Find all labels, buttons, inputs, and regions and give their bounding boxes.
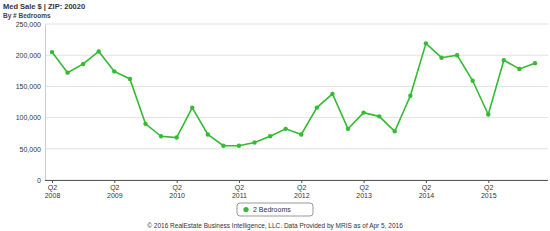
y-tick-label: 250,000 <box>16 21 41 28</box>
x-tick-mark <box>52 180 53 183</box>
x-tick-mark <box>239 180 240 183</box>
grid-line <box>45 180 548 181</box>
x-tick: Q22010 <box>169 180 185 199</box>
x-tick-label-part: 2015 <box>481 192 497 199</box>
line <box>52 43 535 145</box>
x-axis-line <box>45 180 548 181</box>
point <box>65 70 69 74</box>
x-tick-mark <box>364 180 365 183</box>
y-tick-label: 150,000 <box>16 83 41 90</box>
x-tick: Q22014 <box>419 180 435 199</box>
point <box>330 92 334 96</box>
plot-area <box>50 41 537 148</box>
point <box>81 62 85 66</box>
x-tick-label: Q22009 <box>107 184 123 199</box>
point <box>486 112 490 116</box>
grid-line <box>45 55 548 56</box>
x-tick: Q22015 <box>481 180 497 199</box>
y-tick: 100,000 <box>16 114 45 121</box>
x-tick-label-part: 2009 <box>107 192 123 199</box>
footer: © 2016 RealEstate Business Intelligence,… <box>147 222 403 230</box>
point <box>361 110 365 114</box>
x-tick-label-part: 2010 <box>169 192 185 199</box>
x-tick-mark <box>488 180 489 183</box>
y-axis: 0 50,000 100,000 150,000 200,000 250,000 <box>16 21 46 184</box>
x-tick-mark <box>426 180 427 183</box>
x-tick-label-part: 2012 <box>294 192 310 199</box>
y-tick: 0 <box>37 177 45 184</box>
point <box>206 132 210 136</box>
point <box>284 127 288 131</box>
point <box>50 50 54 54</box>
grid-line <box>45 148 548 149</box>
x-tick-label: Q22013 <box>356 184 372 199</box>
x-tick: Q22008 <box>45 180 61 199</box>
point <box>455 53 459 57</box>
grid-line <box>45 86 548 87</box>
x-tick: Q22009 <box>107 180 123 199</box>
point <box>346 127 350 131</box>
x-tick: Q22011 <box>232 180 247 199</box>
y-tick: 250,000 <box>16 21 45 28</box>
point <box>143 122 147 126</box>
point <box>159 134 163 138</box>
y-tick-label: 200,000 <box>16 52 41 59</box>
y-tick: 50,000 <box>20 146 45 153</box>
x-tick-mark <box>114 180 115 183</box>
point <box>97 49 101 53</box>
point <box>112 69 116 73</box>
point <box>174 135 178 139</box>
point <box>517 67 521 71</box>
x-axis: Q22008 Q22009 Q22010 Q22011 Q22012 Q22013 Q220… <box>45 180 548 199</box>
x-tick-mark <box>177 180 178 183</box>
point <box>439 55 443 59</box>
x-tick-label: Q22012 <box>294 184 310 199</box>
point <box>190 105 194 109</box>
point <box>502 58 506 62</box>
title: Med Sale $ | ZIP: 20020 <box>3 2 85 11</box>
x-tick-label-part: 2011 <box>232 192 247 199</box>
point <box>377 114 381 118</box>
legend: 2 Bedrooms <box>237 203 313 216</box>
x-tick-label-part: 2014 <box>419 192 435 199</box>
point <box>533 61 537 65</box>
x-tick-label-part: 2008 <box>45 192 61 199</box>
point <box>470 79 474 83</box>
point <box>299 132 303 136</box>
x-tick-label: Q22015 <box>481 184 497 199</box>
point <box>315 105 319 109</box>
point <box>252 140 256 144</box>
y-tick: 200,000 <box>16 52 45 59</box>
y-tick: 150,000 <box>16 83 45 90</box>
point <box>237 143 241 147</box>
point <box>393 129 397 133</box>
y-tick-label: 0 <box>37 177 41 184</box>
x-tick-label: Q22011 <box>232 184 247 199</box>
point <box>424 41 428 45</box>
legend-marker <box>243 207 248 212</box>
y-tick-label: 50,000 <box>20 146 42 153</box>
subtitle: By # Bedrooms <box>3 12 51 20</box>
point <box>268 134 272 138</box>
x-tick-label: Q22014 <box>419 184 435 199</box>
grid-line <box>45 24 548 25</box>
point <box>128 77 132 81</box>
point <box>408 94 412 98</box>
x-tick-label: Q22008 <box>45 184 61 199</box>
legend-box <box>237 203 313 216</box>
y-axis-line <box>45 25 46 181</box>
x-tick: Q22013 <box>356 180 372 199</box>
x-tick: Q22012 <box>294 180 310 199</box>
legend-label: 2 Bedrooms <box>253 206 291 213</box>
x-tick-label: Q22010 <box>169 184 185 199</box>
x-tick-mark <box>301 180 302 183</box>
point <box>221 143 225 147</box>
y-tick-label: 100,000 <box>16 114 41 121</box>
chart: Med Sale $ | ZIP: 20020By # Bedrooms 0 50,… <box>0 0 550 231</box>
x-tick-label-part: 2013 <box>356 192 372 199</box>
grid-line <box>45 117 548 118</box>
grid <box>45 24 548 180</box>
